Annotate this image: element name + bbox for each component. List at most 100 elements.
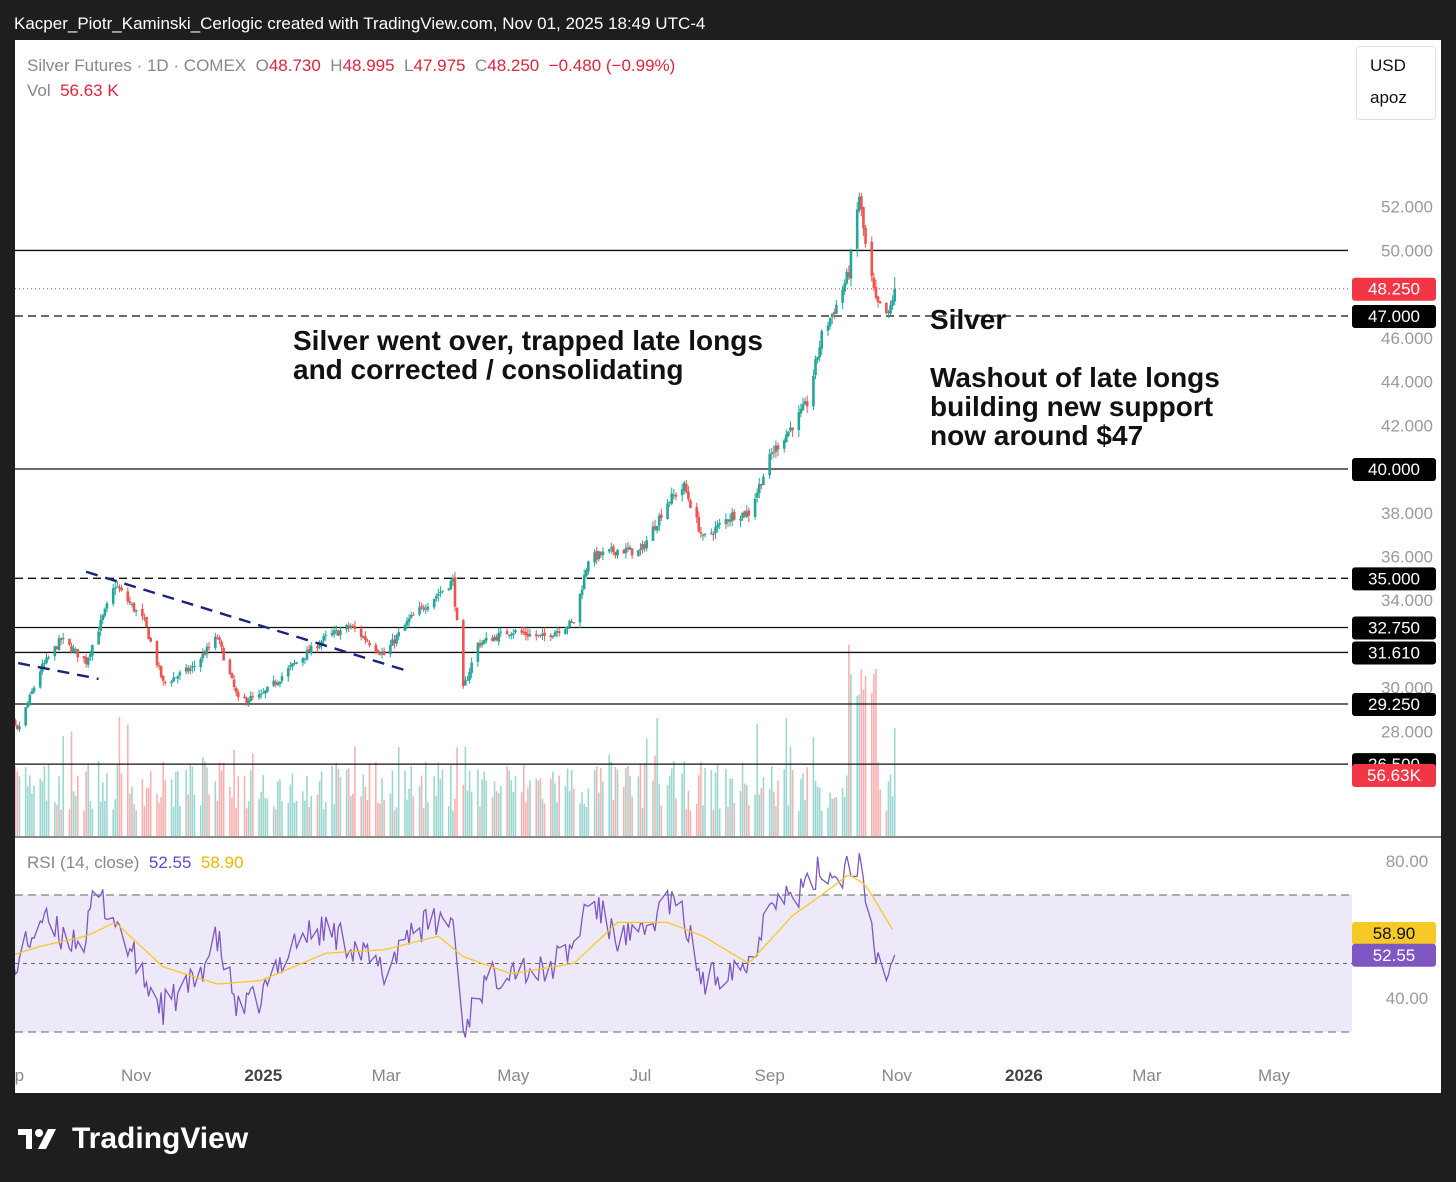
candle-body [88,654,92,658]
candle-body [295,662,298,664]
candle-body [701,534,705,536]
y-tick-label: 38.000 [1381,504,1433,523]
volume-bar [26,786,29,836]
candle-body [539,634,542,636]
volume-bar [610,762,613,836]
candle-body [418,607,421,615]
candle-body [716,524,719,528]
volume-bar [718,808,721,836]
volume-bar [425,762,427,836]
candle-body [353,626,357,630]
candle-body [645,540,649,549]
candle-body [887,311,890,313]
volume-bar [208,794,210,836]
volume-bar [470,791,473,836]
candle-body [757,484,761,494]
candle-body [222,647,225,661]
volume-bar [622,786,625,836]
annotation-right[interactable]: Silver Washout of late longs building ne… [930,305,1220,450]
candle-body [234,688,238,693]
volume-bar [820,810,823,836]
candle-body [130,603,134,605]
candle-body [24,707,27,726]
volume-bar [106,772,108,836]
candle-body [382,651,386,655]
volume-bar [760,787,763,836]
volume-bar [739,790,742,836]
volume-bar [479,806,481,836]
currency-selector[interactable]: USD apoz [1356,46,1436,120]
candle-body [349,626,353,629]
volume-bar [76,775,79,836]
volume-bar [391,770,394,836]
candle-body [497,632,501,642]
candle-body [359,628,363,637]
candle-body [161,676,165,681]
volume-bar [304,800,306,836]
candle-body [876,296,880,302]
candle-body [191,666,194,668]
candle-body [318,644,321,648]
chart-frame[interactable]: 28.000 30.000 34.000 36.000 38.000 42.000 44.0… [15,40,1441,1093]
rsi-ma-line [15,875,894,985]
volume-bar [885,810,888,836]
volume-bar [187,794,190,836]
volume-bar [625,767,627,836]
candle-body [812,375,815,407]
volume-label[interactable]: Vol [27,81,51,100]
volume-bar [827,807,829,836]
volume-bar [756,723,758,836]
volume-bar [637,776,640,836]
volume-bar [393,810,396,836]
volume-bar [320,771,323,836]
volume-bar [602,781,604,836]
candle-body [805,401,809,407]
candle-body [266,686,269,692]
tradingview-brand[interactable]: TradingView [18,1122,248,1156]
candle-body [568,620,571,627]
candle-body [249,695,253,702]
volume-bar [572,788,575,836]
annotation-left[interactable]: Silver went over, trapped late longs and… [293,326,763,384]
volume-bar [360,796,362,836]
volume-bar [289,784,292,836]
candle-body [245,697,248,703]
volume-bar [116,764,119,836]
candle-body [449,580,453,590]
volume-bar [556,802,558,836]
volume-bar [566,768,569,836]
rsi-label[interactable]: RSI (14, close) [27,853,140,872]
y-tick-label: 28.000 [1381,722,1433,741]
candle-body [289,665,292,667]
volume-bar [500,785,502,836]
currency-scale[interactable]: apoz [1370,88,1407,107]
candle-body [864,227,867,244]
candle-body [411,614,415,616]
candle-body [16,725,19,729]
candle-body [53,646,57,657]
symbol-name[interactable]: Silver Futures · 1D · COMEX [27,56,247,75]
candle-body [128,601,132,603]
volume-bar [41,781,44,836]
chart-canvas[interactable]: 28.000 30.000 34.000 36.000 38.000 42.000 44.0… [15,40,1441,1093]
candle-body [309,645,313,654]
high-value: 48.995 [342,56,395,75]
volume-bar [685,809,688,836]
candle-body [186,667,190,672]
volume-bar [237,776,240,836]
candle-body [480,642,484,645]
volume-bar [291,773,294,836]
candle-body [874,287,878,298]
candle-body [120,587,123,591]
volume-bar [485,781,488,836]
volume-bar [585,806,588,836]
volume-bar [56,804,58,836]
currency-unit[interactable]: USD [1370,56,1406,75]
candle-body [616,550,619,556]
candle-body [549,635,553,638]
volume-bar [54,802,56,836]
volume-bar [583,803,585,836]
candle-body [257,694,261,698]
candle-body [541,633,544,637]
candle-body [553,632,557,637]
